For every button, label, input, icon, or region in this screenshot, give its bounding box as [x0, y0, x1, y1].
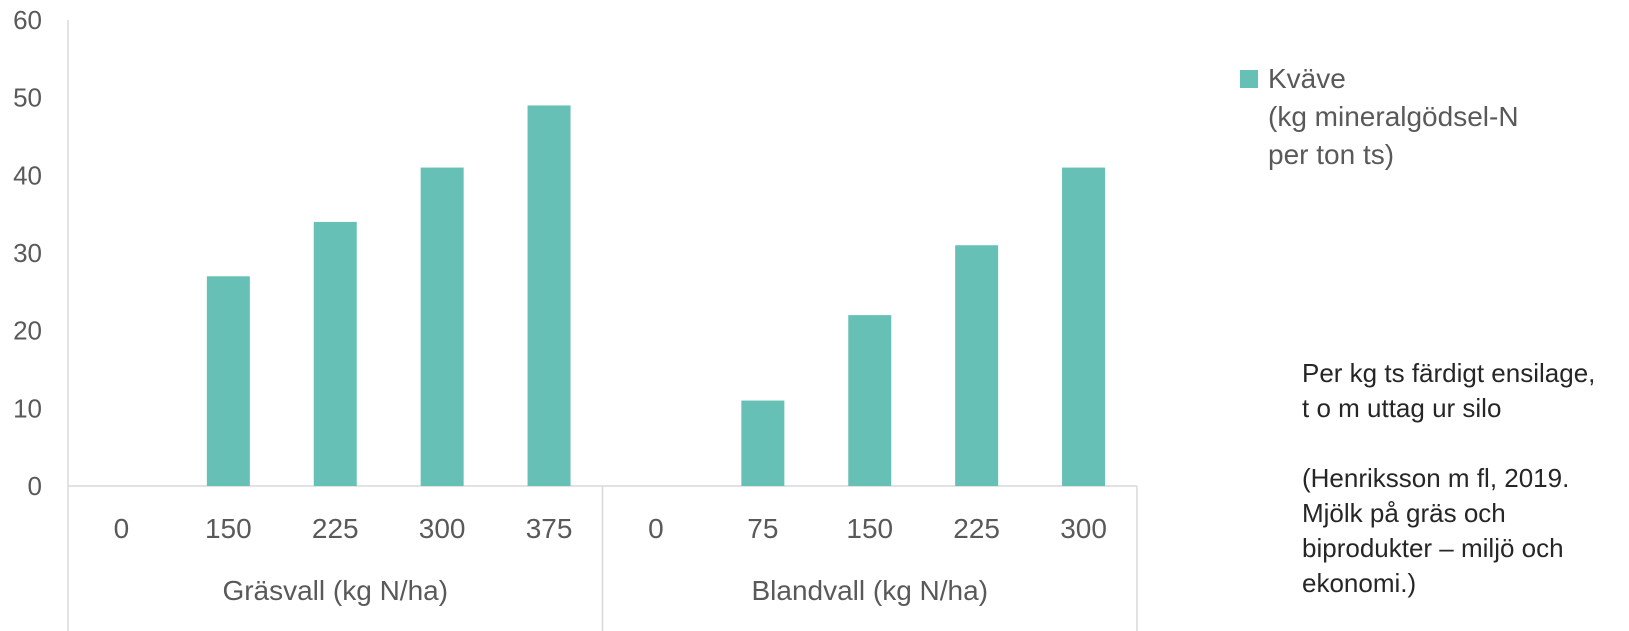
x-tick-label: 300 — [1060, 513, 1107, 544]
y-tick-label: 10 — [13, 393, 42, 423]
x-tick-label: 0 — [648, 513, 664, 544]
bar — [420, 167, 464, 487]
bar — [206, 276, 250, 486]
bar — [848, 315, 892, 486]
note-line-6: biprodukter – miljö och — [1302, 533, 1564, 563]
y-tick-label: 30 — [13, 238, 42, 268]
x-tick-label: 0 — [114, 513, 130, 544]
y-tick-label: 0 — [28, 471, 42, 501]
note-line-7: ekonomi.) — [1302, 568, 1417, 598]
y-tick-label: 60 — [13, 5, 42, 35]
x-tick-label: 375 — [526, 513, 573, 544]
note-line-2: t o m uttag ur silo — [1302, 393, 1502, 423]
note-line-3 — [1302, 426, 1627, 461]
legend-label-line-2: (kg mineralgödsel-N — [1268, 101, 1519, 132]
y-tick-label: 40 — [13, 160, 42, 190]
x-tick-label: 150 — [846, 513, 893, 544]
x-group-label: Blandvall (kg N/ha) — [751, 575, 988, 606]
y-tick-label: 20 — [13, 316, 42, 346]
legend-label-line-3: per ton ts) — [1268, 139, 1395, 170]
note-line-4: (Henriksson m fl, 2019. — [1302, 463, 1570, 493]
x-tick-label: 225 — [312, 513, 359, 544]
x-group-label: Gräsvall (kg N/ha) — [222, 575, 448, 606]
y-tick-label: 50 — [13, 83, 42, 113]
bar — [955, 245, 999, 486]
bar — [313, 221, 357, 486]
x-tick-label: 225 — [953, 513, 1000, 544]
x-tick-label: 75 — [747, 513, 778, 544]
bars — [206, 105, 1106, 487]
source-note: Per kg ts färdigt ensilage, t o m uttag … — [1302, 356, 1627, 601]
bar — [741, 400, 785, 486]
note-line-5: Mjölk på gräs och — [1302, 498, 1506, 528]
x-tick-label: 150 — [205, 513, 252, 544]
x-axis-labels: 0 150 225 300 375 Gräsvall (kg N/ha) 0 75 150 225… — [114, 486, 1138, 631]
x-tick-label: 300 — [419, 513, 466, 544]
legend-label-line-1: Kväve — [1268, 63, 1346, 94]
bar — [1062, 167, 1106, 487]
legend-swatch — [1240, 70, 1258, 88]
y-axis-ticks: 0 10 20 30 40 50 60 — [13, 5, 42, 501]
note-line-1: Per kg ts färdigt ensilage, — [1302, 358, 1596, 388]
bar — [527, 105, 571, 486]
